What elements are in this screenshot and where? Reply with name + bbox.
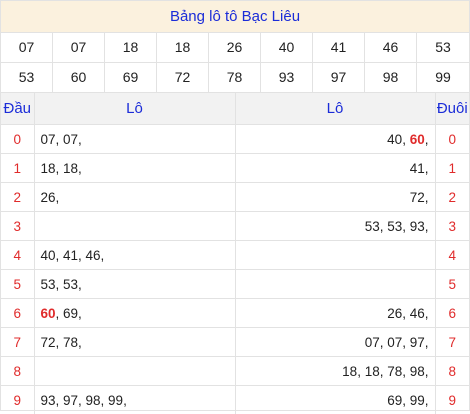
number-cell: 07 xyxy=(53,33,105,63)
dau-cell: 1 xyxy=(1,154,34,183)
lo-left-cell: 72, 78, xyxy=(34,328,235,357)
lo-text: 26, 46, xyxy=(387,306,428,321)
number-cell: 40 xyxy=(261,33,313,63)
highlight-number: 60 xyxy=(41,306,56,321)
lo-text: , xyxy=(425,132,429,147)
table-row: 1 18, 18, 41, 1 xyxy=(1,154,469,183)
number-cell: 78 xyxy=(209,63,261,92)
lo-right-cell: 40, 60, xyxy=(235,125,435,154)
duoi-cell: 4 xyxy=(435,241,469,270)
table-row: 5 53, 53, 5 xyxy=(1,270,469,299)
number-cell: 60 xyxy=(53,63,105,92)
lo-right-cell: 72, xyxy=(235,183,435,212)
header-duoi: Đuôi xyxy=(435,93,469,125)
lo-left-cell: 07, 07, xyxy=(34,125,235,154)
lo-right-cell: 26, 46, xyxy=(235,299,435,328)
lo-left-cell: 93, 97, 98, 99, xyxy=(34,386,235,414)
header-lo-right: Lô xyxy=(235,93,435,125)
table-row: 9 93, 97, 98, 99, 69, 99, 9 xyxy=(1,386,469,414)
lo-text: 40, 41, 46, xyxy=(41,248,105,263)
duoi-cell: 9 xyxy=(435,386,469,414)
number-cell: 26 xyxy=(209,33,261,63)
lo-text: 72, xyxy=(410,190,429,205)
lo-right-cell xyxy=(235,270,435,299)
lo-text: 40, xyxy=(387,132,410,147)
table-title: Bảng lô tô Bạc Liêu xyxy=(1,1,469,33)
lo-text: 72, 78, xyxy=(41,335,82,350)
header-dau: Đầu xyxy=(1,93,34,125)
lo-text: 07, 07, 97, xyxy=(365,335,429,350)
duoi-cell: 8 xyxy=(435,357,469,386)
number-cell: 46 xyxy=(365,33,417,63)
number-cell: 18 xyxy=(105,33,157,63)
lo-left-cell xyxy=(34,357,235,386)
dau-cell: 3 xyxy=(1,212,34,241)
lo-right-cell: 18, 18, 78, 98, xyxy=(235,357,435,386)
dau-cell: 8 xyxy=(1,357,34,386)
dau-cell: 5 xyxy=(1,270,34,299)
lo-text: 41, xyxy=(410,161,429,176)
lo-right-cell: 41, xyxy=(235,154,435,183)
lo-text: 53, 53, xyxy=(41,277,82,292)
lo-left-cell: 53, 53, xyxy=(34,270,235,299)
dau-cell: 9 xyxy=(1,386,34,414)
duoi-cell: 5 xyxy=(435,270,469,299)
duoi-cell: 7 xyxy=(435,328,469,357)
number-cell: 69 xyxy=(105,63,157,92)
table-row: 7 72, 78, 07, 07, 97, 7 xyxy=(1,328,469,357)
number-cell: 98 xyxy=(365,63,417,92)
duoi-cell: 2 xyxy=(435,183,469,212)
number-cell: 99 xyxy=(417,63,469,92)
lo-right-cell xyxy=(235,241,435,270)
table-row: 2 26, 72, 2 xyxy=(1,183,469,212)
dau-cell: 0 xyxy=(1,125,34,154)
lo-left-cell: 18, 18, xyxy=(34,154,235,183)
number-cell: 07 xyxy=(1,33,53,63)
dau-cell: 6 xyxy=(1,299,34,328)
header-lo-left: Lô xyxy=(34,93,235,125)
number-cell: 41 xyxy=(313,33,365,63)
lo-left-cell: 26, xyxy=(34,183,235,212)
lo-right-cell: 53, 53, 93, xyxy=(235,212,435,241)
lo-text: 18, 18, xyxy=(41,161,82,176)
lo-text: 07, 07, xyxy=(41,132,82,147)
lo-text: 18, 18, 78, 98, xyxy=(342,364,428,379)
duoi-cell: 1 xyxy=(435,154,469,183)
lo-right-cell: 07, 07, 97, xyxy=(235,328,435,357)
dau-cell: 7 xyxy=(1,328,34,357)
highlight-number: 60 xyxy=(410,132,425,147)
lo-left-cell xyxy=(34,212,235,241)
number-cell: 97 xyxy=(313,63,365,92)
table-row: 4 40, 41, 46, 4 xyxy=(1,241,469,270)
table-row: 3 53, 53, 93, 3 xyxy=(1,212,469,241)
number-cell: 53 xyxy=(1,63,53,92)
dau-cell: 4 xyxy=(1,241,34,270)
number-cell: 93 xyxy=(261,63,313,92)
number-cell: 53 xyxy=(417,33,469,63)
lo-right-cell: 69, 99, xyxy=(235,386,435,414)
duoi-cell: 3 xyxy=(435,212,469,241)
table-row: 8 18, 18, 78, 98, 8 xyxy=(1,357,469,386)
lo-text: 69, 99, xyxy=(387,393,428,408)
duoi-cell: 6 xyxy=(435,299,469,328)
lo-left-cell: 40, 41, 46, xyxy=(34,241,235,270)
lo-text: , 69, xyxy=(56,306,82,321)
number-cell: 72 xyxy=(157,63,209,92)
dau-cell: 2 xyxy=(1,183,34,212)
duoi-cell: 0 xyxy=(435,125,469,154)
lo-left-cell: 60, 69, xyxy=(34,299,235,328)
lo-text: 26, xyxy=(41,190,60,205)
lo-text: 93, 97, 98, 99, xyxy=(41,393,127,408)
lo-text: 53, 53, 93, xyxy=(365,219,429,234)
number-cell: 18 xyxy=(157,33,209,63)
